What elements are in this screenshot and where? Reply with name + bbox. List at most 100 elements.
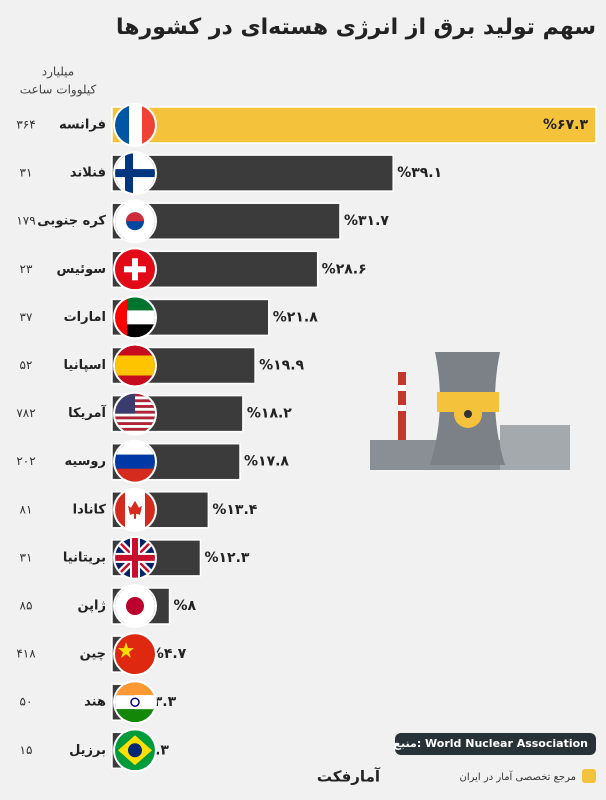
value-label: %۱۳.۴ (212, 502, 257, 518)
flag-part (115, 419, 155, 423)
flag (113, 103, 157, 147)
country-label: برزیل (69, 743, 106, 758)
flag (113, 680, 157, 725)
flag (113, 487, 157, 532)
flag-part (115, 413, 155, 417)
flag-clip (115, 393, 155, 434)
flag-part (115, 454, 155, 469)
flag-part (115, 430, 155, 434)
value-label: %۳۹.۱ (397, 165, 442, 181)
country-label: کره جنوبی (37, 214, 106, 229)
flag-ring (113, 680, 157, 725)
flag-part (128, 743, 142, 758)
flag-clip (115, 201, 155, 242)
value-label: %۸ (174, 598, 197, 614)
country-label: سوئیس (57, 262, 107, 277)
value-label: %۳۱.۷ (344, 213, 389, 229)
value-label: %۱۷.۸ (244, 454, 289, 470)
flag-part (115, 427, 155, 431)
country-label: چین (80, 647, 106, 662)
flag-part (129, 105, 142, 145)
value-label: %۴.۷ (150, 646, 187, 662)
flag-part (145, 489, 155, 530)
value-label: %۱۸.۲ (247, 406, 292, 422)
flag-part (115, 468, 155, 482)
flag-ring (113, 151, 157, 196)
generation-label: ۸۵ (20, 599, 33, 613)
flag-clip (115, 537, 155, 578)
generation-label: ۳۱ (20, 550, 33, 564)
country-label: امارات (64, 310, 106, 325)
flag (113, 295, 157, 340)
flag-part (118, 642, 134, 659)
flag-part (126, 597, 144, 615)
brand: آمارفکت (317, 768, 381, 786)
generation-label: ۵۰ (20, 695, 33, 709)
generation-label: ۳۶۴ (16, 118, 35, 132)
flag-part (115, 416, 155, 420)
flag-ring (113, 439, 157, 484)
column-header: کیلووات ساعت (20, 83, 97, 98)
flag-clip (115, 489, 155, 530)
flag-part (115, 169, 155, 178)
flag-clip (115, 634, 155, 675)
flag-part (115, 105, 129, 145)
flag-clip (115, 297, 155, 338)
generation-label: ۱۵ (20, 743, 33, 757)
flag-clip (115, 105, 155, 145)
column-header: میلیارد (42, 65, 74, 80)
generation-label: ۲۰۲ (16, 454, 35, 468)
value-label: %۱۹.۹ (259, 358, 304, 374)
value-label: %۲۱.۸ (273, 309, 318, 325)
chart-title: سهم تولید برق از انرژی هسته‌ای در کشورها (116, 15, 596, 40)
flag-ring (113, 487, 157, 532)
flag (113, 343, 157, 388)
flag (113, 199, 157, 244)
flag-ring (113, 584, 157, 628)
value-label: %۶۷.۳ (543, 117, 588, 133)
flag-clip (115, 249, 155, 290)
flag-part (124, 266, 146, 273)
value-label: %۱۲.۳ (204, 550, 249, 566)
flag-ring (113, 103, 157, 147)
country-label: روسیه (64, 454, 106, 469)
value-label: %۲۸.۶ (322, 261, 367, 277)
flag-ring (113, 247, 157, 292)
flag-part (115, 695, 155, 710)
flag-part (115, 682, 155, 696)
generation-label: ۷۸۲ (16, 406, 35, 420)
flag (113, 584, 157, 628)
flag-part (115, 441, 155, 455)
flag-part (115, 422, 155, 426)
flag-ring (113, 295, 157, 340)
flag (113, 391, 157, 436)
generation-label: ۲۳ (20, 262, 33, 276)
flag-ring (113, 728, 157, 773)
flag-clip (115, 153, 155, 194)
flag-ring (113, 632, 157, 677)
country-label: فرانسه (59, 118, 106, 133)
generation-label: ۵۲ (20, 358, 33, 372)
flag-part (115, 297, 127, 338)
flag-part (115, 634, 155, 675)
country-label: آمریکا (68, 404, 106, 421)
flag (113, 632, 157, 677)
generation-label: ۳۱ (20, 166, 33, 180)
flag (113, 247, 157, 292)
source: منبع: World Nuclear Association (394, 737, 589, 750)
flag (113, 535, 157, 580)
country-label: بریتانیا (63, 550, 106, 565)
source-box (395, 733, 596, 755)
generation-label: ۱۷۹ (16, 214, 35, 228)
flag-part (115, 709, 155, 723)
country-label: ژاپن (77, 599, 106, 614)
country-label: کانادا (73, 502, 107, 517)
flag-clip (115, 345, 155, 386)
country-label: فنلاند (70, 166, 106, 181)
generation-label: ۴۱۸ (16, 647, 36, 661)
flag-clip (115, 586, 155, 626)
flag-part (115, 355, 155, 376)
footer: مرجع تخصصی آمار در ایران (459, 770, 576, 783)
flag-part (115, 554, 155, 561)
